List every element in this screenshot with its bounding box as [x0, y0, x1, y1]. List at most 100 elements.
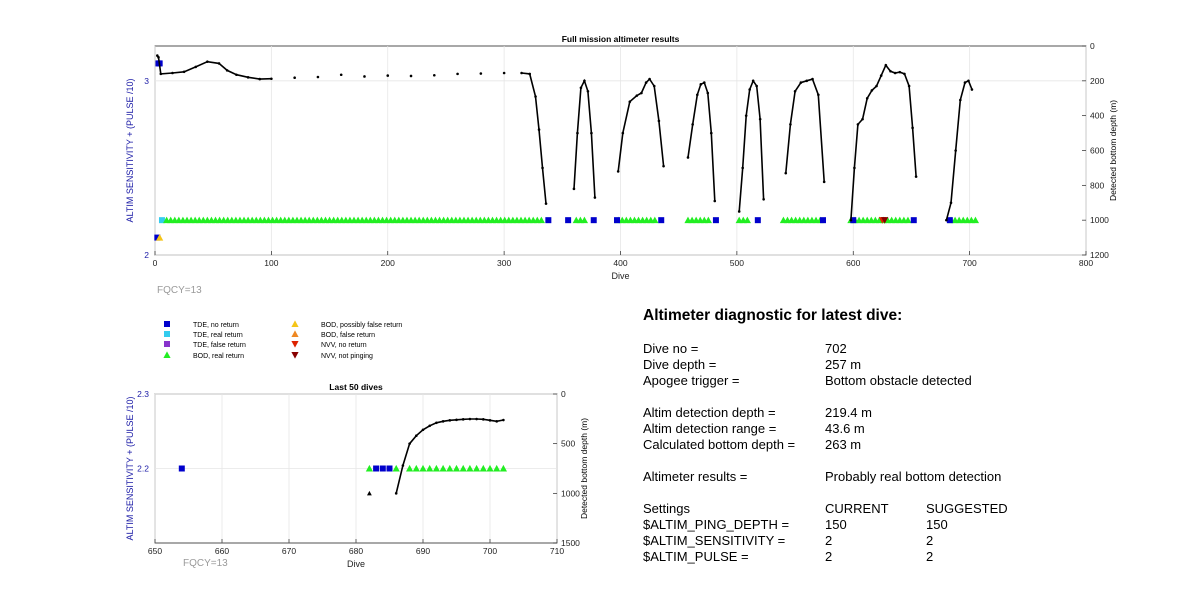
depth-point [691, 123, 694, 126]
chart-title: Full mission altimeter results [562, 34, 680, 44]
y-tick-label: 2 [144, 250, 149, 260]
altim-depth-row: Altim detection depth = 219.4 m [643, 405, 1163, 421]
triangle-up-marker [479, 464, 487, 472]
depth-point [590, 131, 593, 135]
depth-point [421, 428, 425, 432]
depth-point [911, 126, 914, 130]
square-marker [178, 465, 185, 472]
depth-point [963, 81, 967, 84]
depth-point [898, 70, 902, 74]
dive-no-label: Dive no = [643, 341, 699, 356]
legend-label: BOD, false return [321, 332, 375, 339]
setting-current: 2 [825, 533, 833, 548]
setting-row: $ALTIM_SENSITIVITY = 2 2 [643, 533, 1163, 549]
depth-point [949, 201, 953, 205]
depth-point [235, 73, 238, 77]
depth-point [822, 180, 826, 184]
depth-line [738, 79, 765, 212]
depth-point [789, 123, 792, 126]
depth-point [225, 69, 229, 72]
triangle-up-marker [499, 464, 507, 472]
x-tick-label: 680 [349, 546, 363, 556]
depth-point [640, 91, 643, 95]
legend-marker [291, 320, 299, 327]
settings-label: Settings [643, 501, 690, 516]
depth-point [741, 166, 744, 170]
triangle-up-marker [473, 464, 481, 472]
setting-row: $ALTIM_PULSE = 2 2 [643, 549, 1163, 565]
chart-title: Last 50 dives [329, 382, 383, 392]
setting-current: 2 [825, 549, 833, 564]
depth-point [441, 420, 445, 423]
legend-label: BOD, possibly false return [321, 322, 402, 329]
depth-point [293, 76, 296, 79]
altim-range-value: 43.6 m [825, 421, 865, 436]
x-tick-label: 600 [846, 258, 860, 268]
depth-point [799, 81, 803, 84]
x-axis-label: Dive [611, 271, 629, 281]
depth-point [751, 79, 755, 83]
depth-point [954, 149, 957, 152]
depth-point [502, 71, 506, 75]
y2-tick-label: 600 [1090, 146, 1104, 156]
depth-point [628, 100, 632, 104]
depth-point [702, 81, 706, 84]
x-tick-label: 710 [550, 546, 564, 556]
depth-point [258, 77, 262, 81]
dive-depth-row: Dive depth = 257 m [643, 357, 1163, 373]
depth-point [579, 86, 583, 90]
setting-current: 150 [825, 517, 847, 532]
x-tick-label: 400 [613, 258, 627, 268]
depth-line [617, 77, 665, 172]
legend-label: BOD, real return [193, 353, 244, 360]
apogee-row: Apogee trigger = Bottom obstacle detecte… [643, 373, 1163, 389]
triangle-up-marker [452, 464, 461, 472]
depth-point [363, 75, 366, 78]
fqcy-label: FQCY=13 [183, 558, 228, 569]
square-marker [754, 217, 761, 224]
square-marker [379, 465, 386, 472]
depth-point [621, 131, 625, 135]
triangle-up-marker [426, 464, 434, 472]
legend-label: NVV, not pinging [321, 353, 373, 360]
square-marker [658, 217, 665, 224]
triangle-down-marker [881, 217, 889, 224]
depth-point [970, 88, 974, 91]
y-tick-label: 2.3 [137, 389, 149, 399]
triangle-up-marker [580, 216, 589, 224]
square-marker [910, 217, 917, 224]
depth-point [246, 76, 250, 79]
triangle-up-marker [439, 464, 447, 472]
y2-axis-label: Detected bottom depth (m) [579, 418, 589, 519]
depth-point [686, 156, 690, 159]
depth-point [455, 418, 458, 422]
depth-point [903, 72, 906, 76]
depth-point [959, 98, 962, 102]
square-marker [158, 217, 165, 224]
square-marker [373, 465, 380, 472]
depth-point [435, 421, 438, 425]
depth-point [644, 81, 648, 84]
depth-point [805, 79, 808, 83]
dive-no-value: 702 [825, 341, 847, 356]
depth-point [737, 210, 741, 213]
depth-point [893, 71, 897, 75]
triangle-up-marker [651, 216, 659, 224]
results-row: Altimeter results = Probably real bottom… [643, 469, 1163, 485]
y-axis-label: ALTIM SENSITIVITY + (PULSE /10) [125, 397, 135, 541]
depth-point [696, 93, 699, 97]
depth-point [415, 434, 418, 438]
triangle-up-marker [971, 216, 980, 224]
dive-no-row: Dive no = 702 [643, 341, 1163, 357]
depth-point [576, 131, 579, 135]
dive-depth-label: Dive depth = [643, 357, 717, 372]
y-tick-label: 2.2 [137, 464, 149, 474]
y2-tick-label: 1000 [561, 488, 580, 498]
legend-marker [291, 341, 299, 348]
square-marker [946, 217, 953, 224]
square-marker [154, 234, 161, 241]
suggested-header: SUGGESTED [926, 501, 1008, 516]
square-marker [386, 465, 393, 472]
depth-point [502, 418, 505, 422]
